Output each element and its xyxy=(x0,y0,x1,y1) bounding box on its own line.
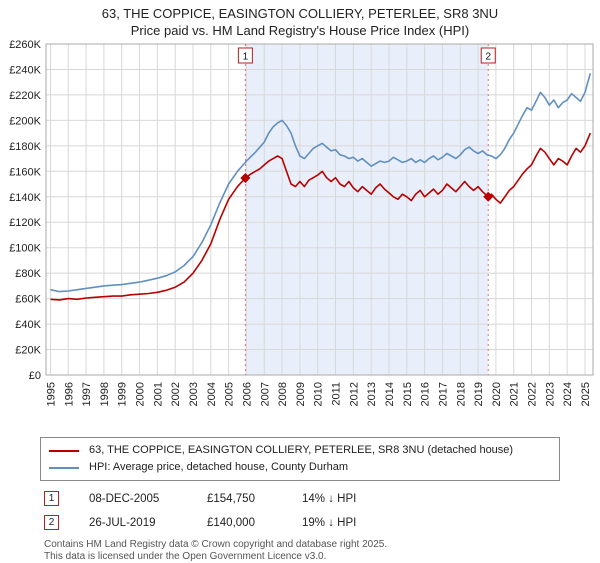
legend-item-hpi: HPI: Average price, detached house, Coun… xyxy=(49,459,551,476)
svg-text:2004: 2004 xyxy=(206,382,218,406)
svg-text:2010: 2010 xyxy=(313,382,325,406)
sale-1-marker-number: 1 xyxy=(44,491,59,506)
sale-1-date: 08-DEC-2005 xyxy=(89,492,160,505)
svg-text:2016: 2016 xyxy=(420,382,432,406)
svg-text:£20K: £20K xyxy=(15,345,41,357)
svg-text:2022: 2022 xyxy=(527,382,539,406)
svg-text:2005: 2005 xyxy=(224,382,236,406)
svg-text:£220K: £220K xyxy=(9,90,41,102)
sale-annotation-row: 2 26-JUL-2019 £140,000 19% ↓ HPI xyxy=(44,515,600,530)
sale-1-price: £154,750 xyxy=(207,492,255,505)
svg-text:2019: 2019 xyxy=(473,382,485,406)
chart-header: 63, THE COPPICE, EASINGTON COLLIERY, PET… xyxy=(0,0,600,39)
sale-2-price: £140,000 xyxy=(207,516,255,529)
svg-text:2000: 2000 xyxy=(135,382,147,406)
svg-text:2025: 2025 xyxy=(580,382,592,406)
svg-text:2023: 2023 xyxy=(544,382,556,406)
svg-text:£140K: £140K xyxy=(9,192,41,204)
svg-text:2013: 2013 xyxy=(366,382,378,406)
footer-line-1: Contains HM Land Registry data © Crown c… xyxy=(44,539,388,550)
legend: 63, THE COPPICE, EASINGTON COLLIERY, PET… xyxy=(40,437,560,481)
page-subtitle: Price paid vs. HM Land Registry's House … xyxy=(130,23,470,38)
svg-text:2: 2 xyxy=(485,52,491,63)
svg-text:2006: 2006 xyxy=(241,382,253,406)
legend-label-property: 63, THE COPPICE, EASINGTON COLLIERY, PET… xyxy=(89,444,514,456)
price-chart: £0 £20K £40K £60K £80K £100K £120K £140K £160K £1… xyxy=(9,39,594,406)
svg-text:2011: 2011 xyxy=(331,382,343,406)
svg-text:1: 1 xyxy=(243,52,249,63)
svg-text:2001: 2001 xyxy=(152,382,164,406)
svg-text:2020: 2020 xyxy=(491,382,503,406)
svg-text:£40K: £40K xyxy=(15,319,41,331)
svg-text:2003: 2003 xyxy=(188,382,200,406)
legend-label-hpi: HPI: Average price, detached house, Coun… xyxy=(89,461,349,473)
svg-text:£260K: £260K xyxy=(9,39,41,51)
svg-text:2007: 2007 xyxy=(259,382,271,406)
sale-annotations: 1 08-DEC-2005 £154,750 14% ↓ HPI 2 26-JU… xyxy=(44,491,600,530)
license-footer: Contains HM Land Registry data © Crown c… xyxy=(44,539,600,563)
sale-1-hpi-diff: 14% ↓ HPI xyxy=(302,492,357,505)
sale-2-date: 26-JUL-2019 xyxy=(89,516,156,529)
svg-text:1996: 1996 xyxy=(63,382,75,406)
svg-text:£200K: £200K xyxy=(9,115,41,127)
svg-text:£160K: £160K xyxy=(9,166,41,178)
svg-text:£0: £0 xyxy=(29,370,41,382)
svg-text:£120K: £120K xyxy=(9,217,41,229)
svg-text:2012: 2012 xyxy=(348,382,360,406)
svg-text:1999: 1999 xyxy=(117,382,129,406)
property-line-swatch xyxy=(49,449,79,452)
svg-text:2015: 2015 xyxy=(402,382,414,406)
svg-text:2018: 2018 xyxy=(455,382,467,406)
svg-text:2008: 2008 xyxy=(277,382,289,406)
svg-text:1995: 1995 xyxy=(45,382,57,406)
sale-2-hpi-diff: 19% ↓ HPI xyxy=(302,516,357,529)
sale-annotation-row: 1 08-DEC-2005 £154,750 14% ↓ HPI xyxy=(44,491,600,506)
footer-line-2: This data is licensed under the Open Gov… xyxy=(44,551,327,562)
page-title: 63, THE COPPICE, EASINGTON COLLIERY, PET… xyxy=(101,6,499,21)
svg-text:2002: 2002 xyxy=(170,382,182,406)
svg-text:2014: 2014 xyxy=(384,382,396,406)
svg-text:£240K: £240K xyxy=(9,64,41,76)
svg-text:2017: 2017 xyxy=(437,382,449,406)
svg-text:2021: 2021 xyxy=(509,382,521,406)
svg-text:£100K: £100K xyxy=(9,243,41,255)
svg-text:£180K: £180K xyxy=(9,141,41,153)
sale-2-marker-number: 2 xyxy=(44,515,59,530)
hpi-line-swatch xyxy=(49,466,79,469)
legend-item-property: 63, THE COPPICE, EASINGTON COLLIERY, PET… xyxy=(49,442,551,459)
svg-text:1998: 1998 xyxy=(99,382,111,406)
svg-text:2024: 2024 xyxy=(562,382,574,406)
svg-text:1997: 1997 xyxy=(81,382,93,406)
svg-text:£60K: £60K xyxy=(15,294,41,306)
svg-text:2009: 2009 xyxy=(295,382,307,406)
svg-text:£80K: £80K xyxy=(15,268,41,280)
